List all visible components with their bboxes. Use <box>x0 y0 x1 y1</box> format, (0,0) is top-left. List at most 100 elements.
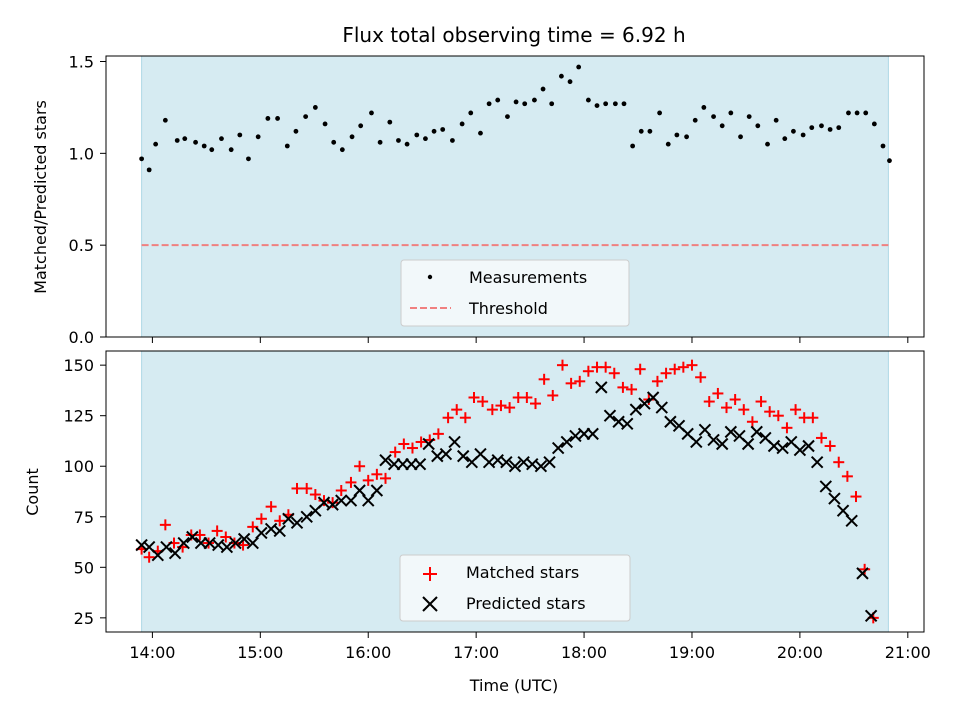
predicted-star-point <box>448 435 461 449</box>
matched-star-point <box>291 482 303 494</box>
predicted-star-point <box>856 567 869 580</box>
measurement-point <box>638 128 644 134</box>
measurement-point <box>567 79 573 85</box>
measurement-point <box>854 110 860 116</box>
y-tick-label: 100 <box>63 457 94 476</box>
matched-star-point <box>729 394 741 406</box>
matched-legend-label: Matched stars <box>466 563 579 582</box>
top-legend: Measurements Threshold <box>400 259 630 327</box>
predicted-star-point <box>300 510 313 523</box>
matched-star-point <box>194 529 206 541</box>
predicted-star-point <box>793 443 807 457</box>
matched-star-point <box>790 404 802 416</box>
predicted-star-point <box>810 455 824 469</box>
measurement-point <box>692 117 698 123</box>
matched-star-point <box>354 460 366 472</box>
x-tick-label: 21:00 <box>885 643 931 662</box>
measurement-point <box>728 110 734 116</box>
measurement-point <box>594 103 600 108</box>
measurement-point <box>201 143 207 149</box>
measurement-point <box>339 147 345 153</box>
y-tick-label: 0.0 <box>69 328 94 347</box>
matched-star-point <box>703 396 715 408</box>
measurement-point <box>193 139 198 145</box>
matched-star-point <box>274 515 286 527</box>
y-tick-label: 150 <box>63 356 94 375</box>
predicted-star-point <box>819 480 833 493</box>
measurement-point <box>312 105 318 110</box>
matched-star-point <box>538 373 550 385</box>
matched-star-point <box>746 416 758 428</box>
measurement-point <box>414 132 420 138</box>
predicted-star-point <box>603 409 617 422</box>
x-tick-label: 17:00 <box>453 643 499 662</box>
bottom-y-ticks: 25 50 75 100 125 150 <box>63 356 106 628</box>
predicted-star-point <box>160 540 173 554</box>
measurement-point <box>255 134 261 140</box>
matched-star-point <box>371 468 383 480</box>
measurement-point <box>809 125 815 131</box>
predicted-star-point <box>353 484 366 497</box>
x-tick-label: 15:00 <box>237 643 283 662</box>
measurement-point <box>423 136 428 142</box>
measurement-point <box>738 134 743 140</box>
top-legend-box <box>400 259 630 327</box>
matched-star-point <box>327 497 339 509</box>
predicted-star-point <box>177 536 190 550</box>
measurement-point <box>153 141 159 147</box>
predicted-star-point <box>500 455 513 469</box>
matched-star-point <box>345 476 357 488</box>
measurement-point <box>585 97 591 103</box>
measurement-point <box>836 125 842 131</box>
y-tick-label: 125 <box>63 407 94 426</box>
x-tick-label: 18:00 <box>561 643 607 662</box>
predicted-star-point <box>379 453 392 467</box>
y-tick-label: 1.0 <box>69 144 94 163</box>
predicted-star-point <box>335 494 348 507</box>
matched-star-point <box>459 412 471 424</box>
matched-star-point <box>247 521 259 533</box>
predicted-star-point <box>646 391 660 404</box>
matched-star-point <box>415 436 427 448</box>
measurement-point <box>209 147 215 153</box>
measurement-point <box>495 97 501 103</box>
measurement-point <box>275 116 280 121</box>
measurement-point <box>755 123 761 129</box>
matched-star-point <box>686 359 698 371</box>
matched-star-point <box>495 400 507 412</box>
matched-star-point <box>608 367 620 379</box>
matched-star-point <box>669 363 681 375</box>
measurement-point <box>701 105 707 110</box>
matched-star-point <box>815 432 827 444</box>
predicted-star-point <box>422 437 435 451</box>
measurement-point <box>182 136 188 142</box>
measurement-point <box>303 114 309 120</box>
measurement-point <box>450 138 455 143</box>
predicted-star-point <box>655 401 668 414</box>
matched-star-point <box>565 377 577 389</box>
measurement-point <box>827 127 833 132</box>
x-axis-label: Time (UTC) <box>469 676 558 695</box>
measurement-point <box>513 99 519 105</box>
threshold-legend-label: Threshold <box>468 299 548 318</box>
predicted-star-point <box>664 415 677 428</box>
predicted-star-point <box>724 425 738 439</box>
predicted-legend-label: Predicted stars <box>466 594 586 613</box>
matched-star-point <box>442 412 454 424</box>
measurement-point <box>782 136 788 142</box>
predicted-star-point <box>273 524 286 538</box>
measurements-legend-marker <box>427 274 433 280</box>
predicted-star-point <box>229 536 242 550</box>
x-tick-label: 20:00 <box>777 643 823 662</box>
measurement-point <box>846 110 851 116</box>
measurement-point <box>387 119 393 125</box>
matched-star-point <box>764 406 776 418</box>
measurement-point <box>719 123 725 129</box>
measurement-point <box>293 128 299 134</box>
y-tick-label: 25 <box>74 609 94 628</box>
measurement-point <box>396 138 401 143</box>
predicted-star-point <box>595 381 608 394</box>
matched-star-point <box>712 387 724 399</box>
predicted-star-point <box>290 516 304 530</box>
measurement-point <box>532 97 537 103</box>
